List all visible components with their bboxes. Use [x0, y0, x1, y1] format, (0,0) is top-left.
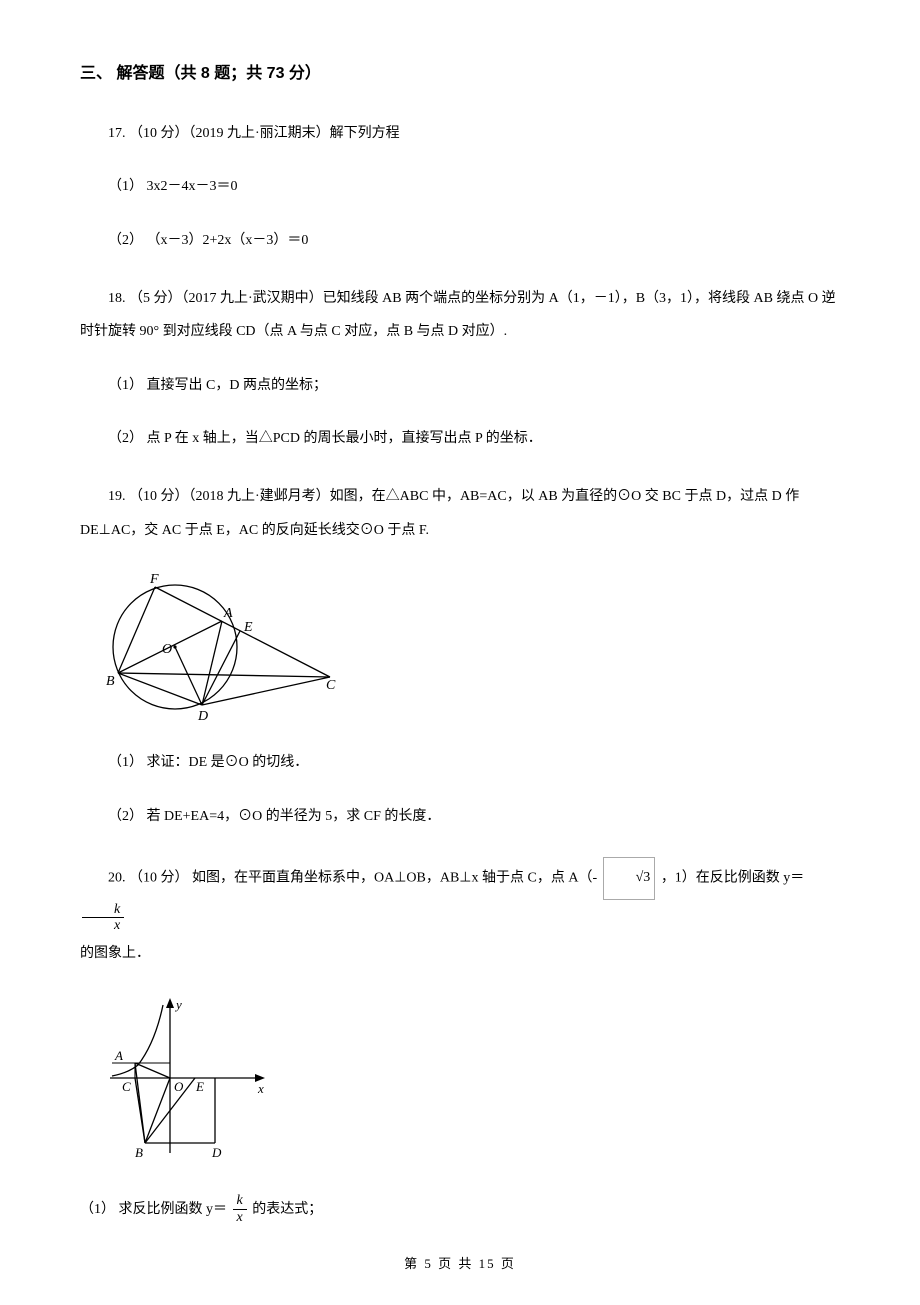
problem-19-sub1: （1） 求证：DE 是⊙O 的切线．	[80, 746, 840, 780]
label-B: B	[106, 674, 115, 689]
problem-20-intro-mid: ，1）在反比例函数 y＝	[661, 871, 805, 886]
label-C: C	[326, 678, 336, 693]
problem-17-sub1: （1） 3x2－4x－3＝0	[80, 170, 840, 204]
fraction-num: k	[82, 902, 124, 918]
problem-20-sub1: （1） 求反比例函数 y＝ k x 的表达式；	[80, 1192, 840, 1228]
problem-19-intro: 19. （10 分）（2018 九上·建邺月考）如图，在△ABC 中，AB=AC…	[80, 480, 840, 547]
page-footer: 第 5 页 共 15 页	[80, 1252, 840, 1275]
problem-20-figure: y x A C O E B D	[100, 993, 840, 1168]
label-O: O	[162, 642, 172, 657]
label-F: F	[149, 572, 159, 587]
problem-18-sub2: （2） 点 P 在 x 轴上，当△PCD 的周长最小时，直接写出点 P 的坐标．	[80, 422, 840, 456]
problem-17-intro: 17. （10 分）（2019 九上·丽江期末）解下列方程	[80, 117, 840, 151]
fraction-num-2: k	[233, 1193, 247, 1209]
label-O2: O	[174, 1079, 184, 1094]
label-A2: A	[114, 1048, 123, 1063]
problem-17-sub2: （2） （x－3）2+2x（x－3）＝0	[80, 224, 840, 258]
label-E2: E	[195, 1079, 204, 1094]
label-C2: C	[122, 1079, 131, 1094]
problem-20: 20. （10 分） 如图，在平面直角坐标系中，OA⊥OB，AB⊥x 轴于点 C…	[80, 857, 840, 1228]
label-B2: B	[135, 1145, 143, 1160]
fraction-k-over-x-2: k x	[233, 1193, 247, 1225]
label-D2: D	[211, 1145, 222, 1160]
label-D: D	[197, 709, 208, 722]
fraction-den: x	[82, 918, 124, 933]
section-header: 三、 解答题（共 8 题；共 73 分）	[80, 60, 840, 89]
problem-18-intro: 18. （5 分）（2017 九上·武汉期中）已知线段 AB 两个端点的坐标分别…	[80, 282, 840, 349]
problem-20-intro-after: 的图象上．	[80, 936, 150, 972]
problem-17: 17. （10 分）（2019 九上·丽江期末）解下列方程 （1） 3x2－4x…	[80, 117, 840, 258]
fraction-k-over-x-1: k x	[82, 902, 124, 934]
axis-label-y: y	[174, 997, 182, 1012]
problem-18-sub1: （1） 直接写出 C，D 两点的坐标；	[80, 369, 840, 403]
label-E: E	[243, 620, 253, 635]
problem-19-sub2: （2） 若 DE+EA=4，⊙O 的半径为 5，求 CF 的长度．	[80, 800, 840, 834]
problem-20-intro: 20. （10 分） 如图，在平面直角坐标系中，OA⊥OB，AB⊥x 轴于点 C…	[80, 857, 840, 972]
circle-triangle-diagram: F A E O B D C	[100, 567, 340, 722]
fraction-den-2: x	[233, 1210, 247, 1225]
problem-20-sub1-before: （1） 求反比例函数 y＝	[80, 1202, 231, 1217]
coordinate-diagram: y x A C O E B D	[100, 993, 270, 1168]
label-A: A	[223, 606, 233, 621]
problem-20-sub1-after: 的表达式；	[252, 1202, 322, 1217]
problem-20-intro-before: 20. （10 分） 如图，在平面直角坐标系中，OA⊥OB，AB⊥x 轴于点 C…	[108, 871, 601, 886]
problem-19: 19. （10 分）（2018 九上·建邺月考）如图，在△ABC 中，AB=AC…	[80, 480, 840, 833]
sqrt-3: √3	[603, 857, 656, 899]
problem-19-figure: F A E O B D C	[100, 567, 840, 722]
axis-label-x: x	[257, 1081, 264, 1096]
problem-18: 18. （5 分）（2017 九上·武汉期中）已知线段 AB 两个端点的坐标分别…	[80, 282, 840, 456]
